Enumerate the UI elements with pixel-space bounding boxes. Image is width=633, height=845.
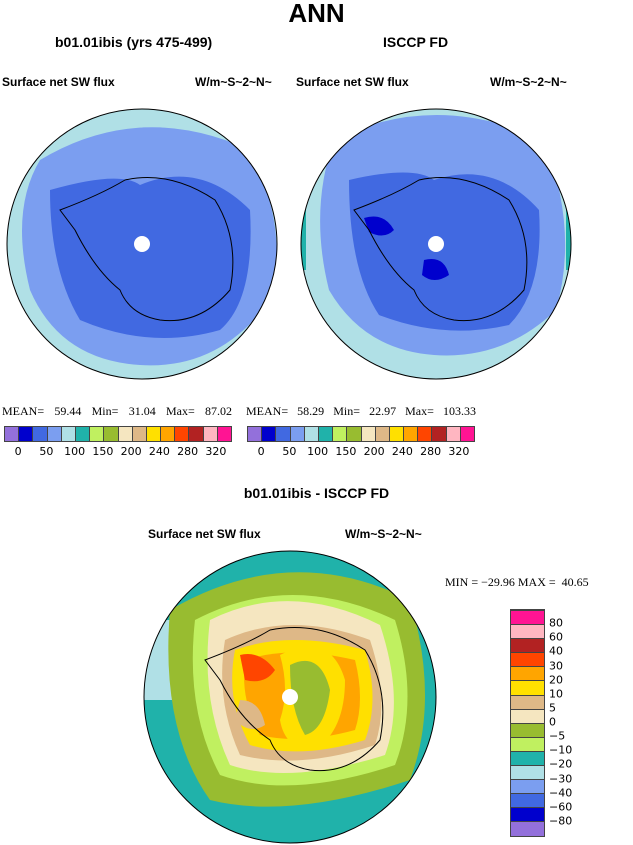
colorbar-box (404, 427, 419, 441)
colorbar-label: 320 (448, 445, 470, 458)
colorbar-box (132, 427, 147, 441)
colorbar-box (104, 427, 119, 441)
colorbar-label: −60 (549, 800, 573, 814)
colorbar-box (262, 427, 277, 441)
panel2-field: Surface net SW flux (296, 75, 409, 89)
colorbar-label: 80 (549, 616, 563, 630)
colorbar-box (511, 610, 544, 625)
colorbar-label: 200 (120, 445, 142, 458)
colorbar-label: 30 (549, 659, 563, 672)
colorbar-box (276, 427, 291, 441)
colorbar-box (75, 427, 91, 441)
colorbar-label: 0 (14, 445, 22, 458)
colorbar-box (47, 427, 62, 441)
colorbar-box (511, 708, 544, 723)
colorbar-box (511, 666, 544, 681)
colorbar-label: −30 (549, 772, 573, 785)
diff-title: b01.01ibis - ISCCP FD (243, 485, 390, 501)
colorbar-box (304, 427, 319, 441)
colorbar-box (203, 427, 218, 441)
colorbar-box (189, 427, 204, 441)
colorbar-obs (247, 426, 475, 442)
colorbar-box (347, 427, 362, 441)
colorbar-difference (510, 609, 545, 837)
colorbar-box (511, 652, 544, 667)
colorbar-label: −5 (549, 729, 566, 743)
colorbar-box (418, 427, 433, 441)
map-obs (300, 108, 572, 380)
colorbar-box (389, 427, 405, 441)
colorbar-box (19, 427, 34, 441)
panel2-units: W/m~S~2~N~ (490, 75, 567, 89)
colorbar-box (248, 427, 263, 441)
colorbar-label: 40 (549, 644, 563, 658)
colorbar-box (511, 765, 544, 780)
panel2-stats: MEAN= 58.29 Min= 22.97 Max= 103.33 (246, 404, 476, 418)
colorbar-box (446, 427, 461, 441)
colorbar-label: 20 (549, 673, 563, 687)
colorbar-box (432, 427, 447, 441)
colorbar-box (33, 427, 48, 441)
colorbar-label: 100 (307, 445, 329, 458)
colorbar-model (4, 426, 232, 442)
colorbar-label: −80 (549, 814, 573, 828)
map-model (6, 108, 278, 380)
colorbar-box (290, 427, 305, 441)
colorbar-label: 50 (282, 445, 297, 458)
colorbar-label: 280 (420, 445, 442, 458)
map-difference (143, 550, 437, 844)
colorbar-label: 50 (39, 445, 54, 458)
colorbar-box (375, 427, 390, 441)
colorbar-box (5, 427, 20, 441)
colorbar-label: 280 (177, 445, 199, 458)
panel1-stats: MEAN= 59.44 Min= 31.04 Max= 87.02 (2, 404, 232, 418)
colorbar-label: 60 (549, 630, 563, 644)
colorbar-box (146, 427, 162, 441)
colorbar-label: 150 (92, 445, 114, 458)
diff-minmax: MIN = −29.96 MAX = 40.65 (445, 575, 589, 589)
colorbar-box (511, 807, 544, 822)
colorbar-box (361, 427, 376, 441)
colorbar-label: −40 (549, 786, 573, 800)
colorbar-label: 320 (205, 445, 227, 458)
colorbar-box (118, 427, 133, 441)
colorbar-box (511, 779, 544, 794)
colorbar-label: 0 (549, 715, 556, 729)
colorbar-label: 150 (335, 445, 357, 458)
panel1-title: b01.01ibis (yrs 475-499) (55, 34, 213, 50)
colorbar-label: 200 (363, 445, 385, 458)
colorbar-box (90, 427, 105, 441)
colorbar-box (511, 680, 544, 695)
colorbar-label: 240 (148, 445, 170, 458)
colorbar-box (511, 694, 544, 709)
diff-units: W/m~S~2~N~ (345, 527, 422, 541)
panel1-units: W/m~S~2~N~ (195, 75, 272, 89)
colorbar-label: 5 (549, 701, 556, 715)
colorbar-box (333, 427, 348, 441)
colorbar-box (511, 722, 544, 737)
colorbar-box (511, 750, 544, 766)
panel1-field: Surface net SW flux (2, 75, 115, 89)
colorbar-box (217, 427, 231, 441)
colorbar-label: 0 (257, 445, 265, 458)
colorbar-box (511, 821, 544, 836)
colorbar-label: 10 (549, 687, 563, 701)
colorbar-box (511, 638, 544, 653)
colorbar-box (511, 793, 544, 808)
colorbar-box (318, 427, 334, 441)
colorbar-label: 240 (391, 445, 413, 458)
diff-field: Surface net SW flux (148, 527, 261, 541)
colorbar-label: −10 (549, 743, 573, 757)
colorbar-box (511, 736, 544, 751)
colorbar-box (175, 427, 190, 441)
colorbar-box (61, 427, 76, 441)
colorbar-label: −20 (549, 757, 573, 771)
colorbar-box (460, 427, 474, 441)
colorbar-box (511, 624, 544, 639)
colorbar-box (161, 427, 176, 441)
main-title: ANN (288, 0, 345, 28)
colorbar-label: 100 (64, 445, 86, 458)
panel2-title: ISCCP FD (383, 34, 449, 50)
